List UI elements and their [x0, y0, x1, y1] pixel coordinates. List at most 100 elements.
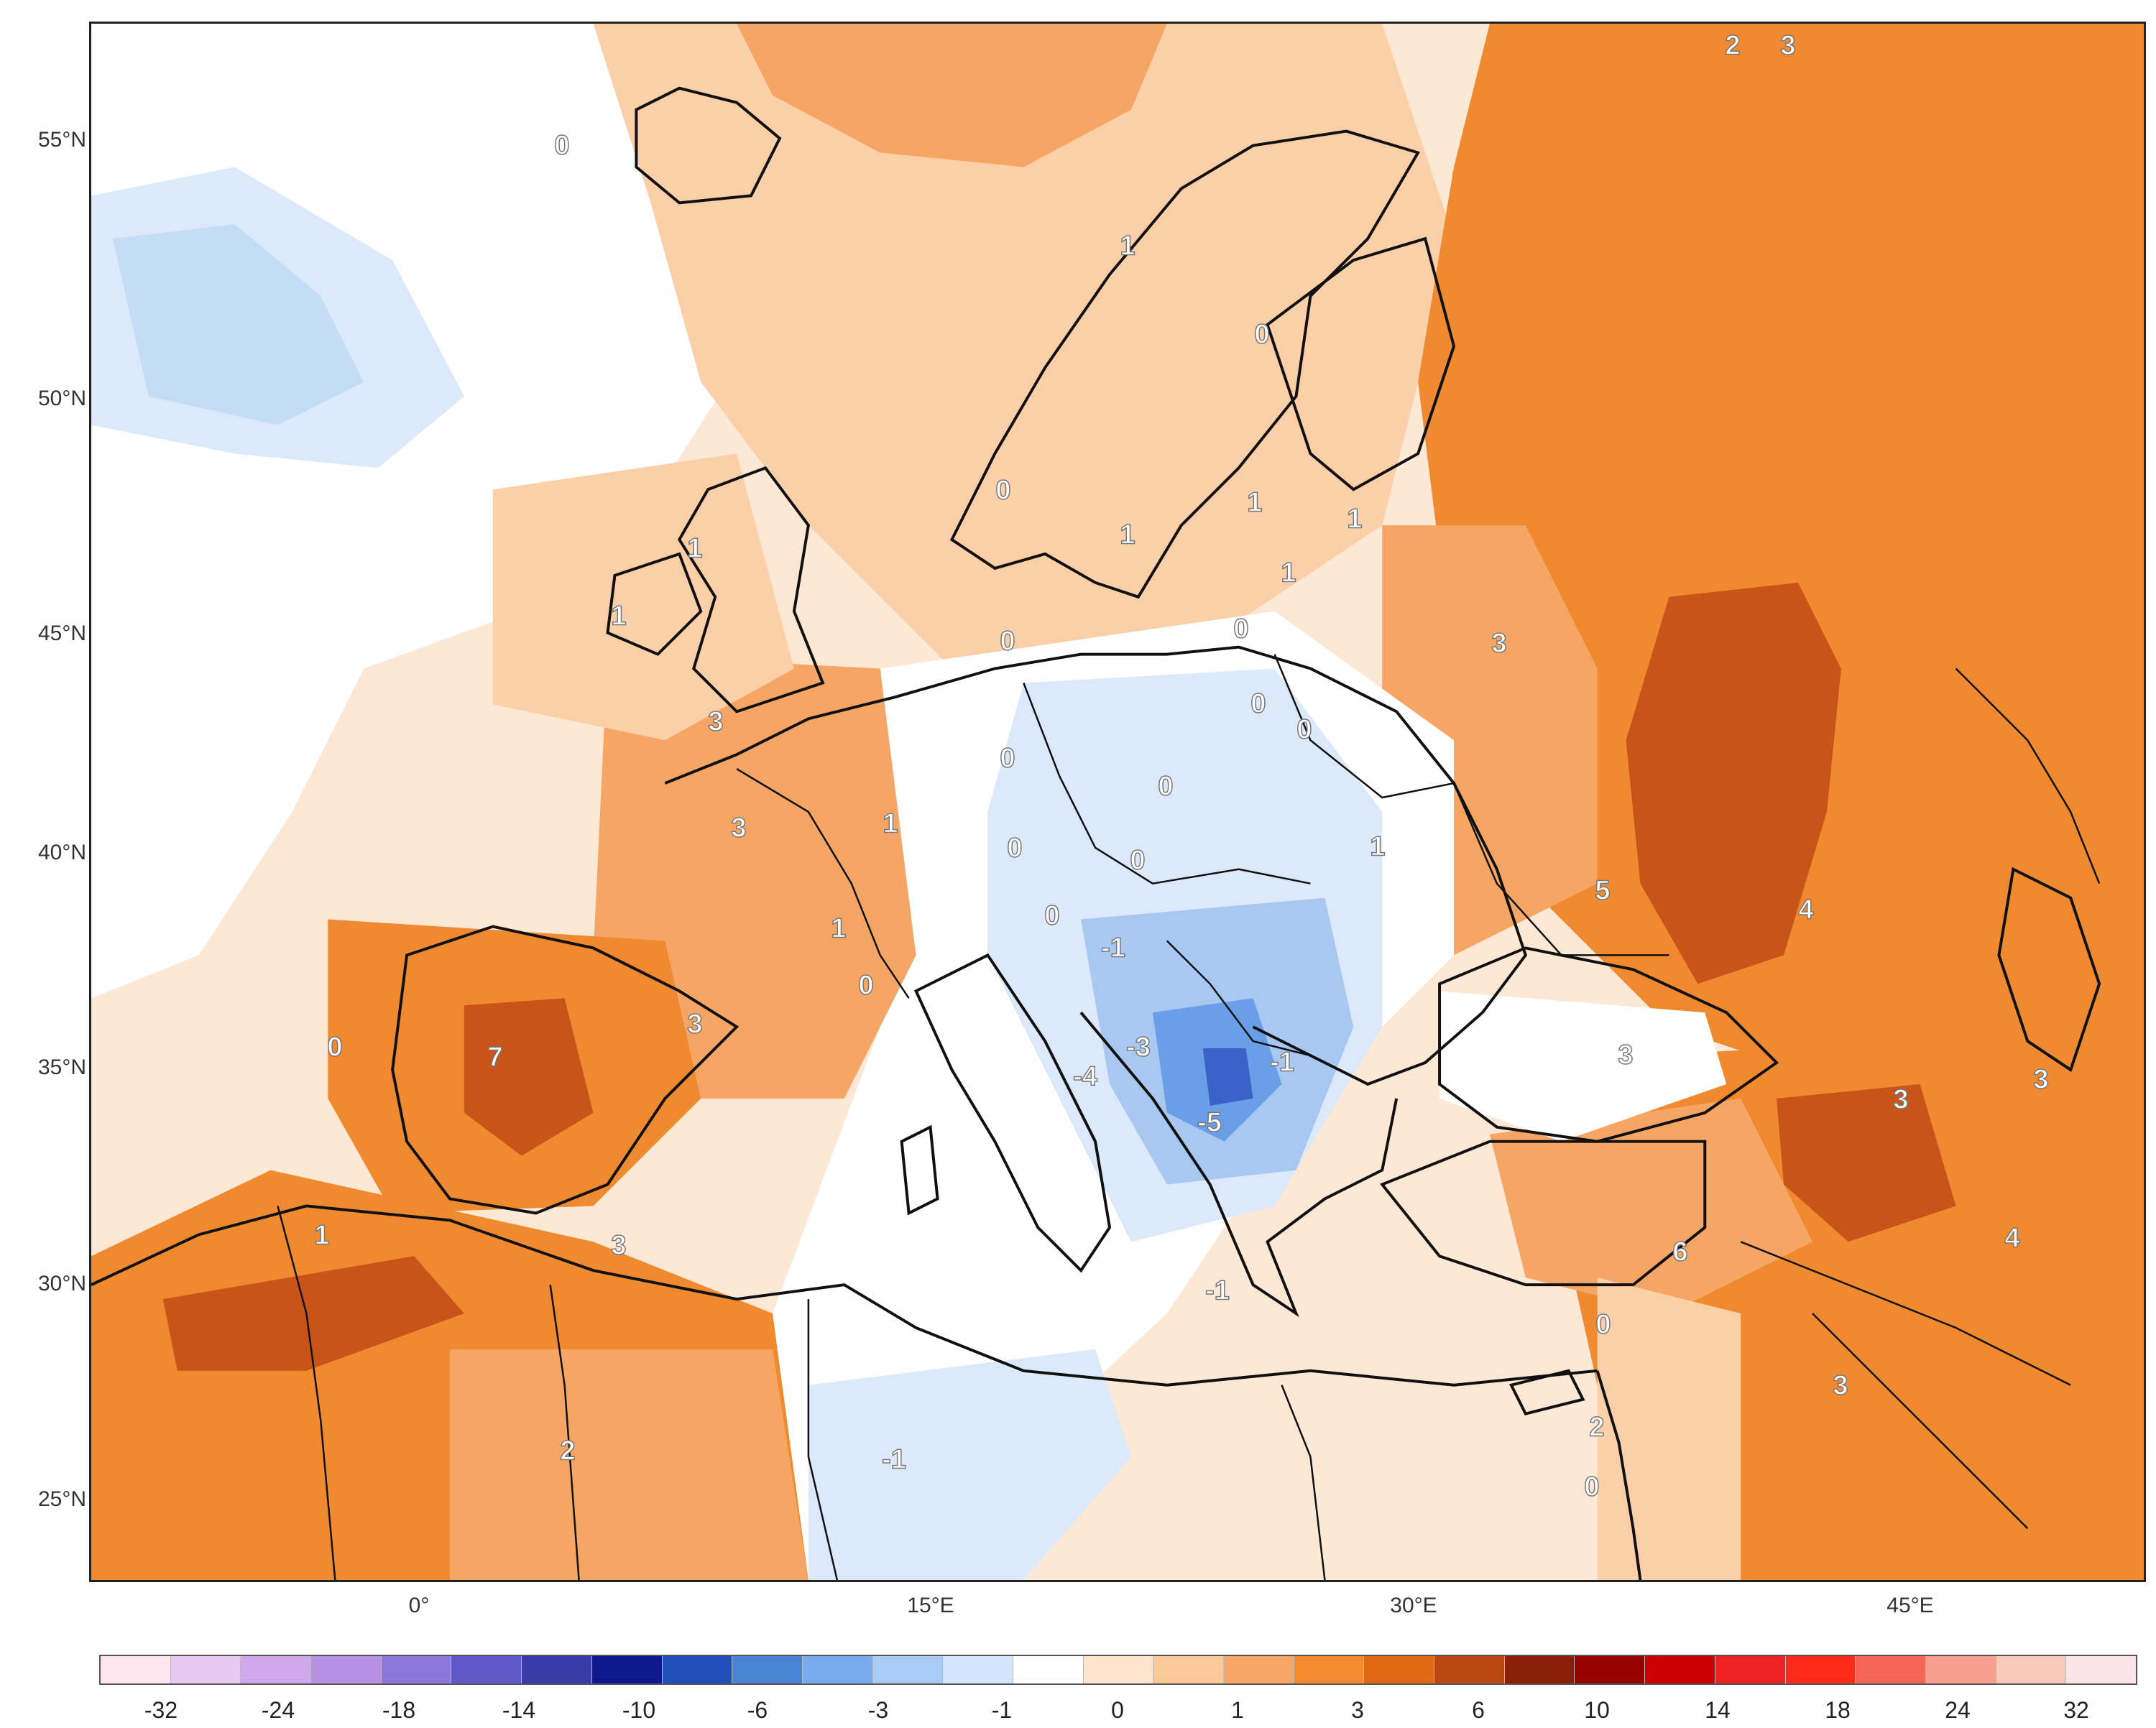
contour-label: 3: [1491, 628, 1508, 660]
sardinia-coast: [900, 1124, 939, 1216]
contour-label: 3: [1893, 1084, 1909, 1116]
lon-label-30e: 30°E: [1390, 1594, 1437, 1617]
border-north-africa-c: [807, 1299, 839, 1580]
colorbar-swatch: [1856, 1656, 1926, 1683]
border-central-east: [1023, 683, 1311, 884]
contour-label: 1: [1247, 487, 1263, 519]
colorbar-tick: 18: [1825, 1697, 1851, 1723]
contour-label: 0: [1000, 626, 1016, 657]
colorbar-swatch: [241, 1656, 312, 1683]
colorbar-swatch: [943, 1656, 1013, 1683]
colorbar-swatch: [451, 1656, 522, 1683]
colorbar-tick: 24: [1945, 1697, 1971, 1723]
colorbar-tick: 1: [1231, 1697, 1244, 1723]
mainland-europe-coast: [664, 645, 1528, 1086]
lat-label-55n: 55°N: [37, 128, 86, 152]
contour-label: 2: [1725, 30, 1741, 62]
black-sea-coast: [1438, 946, 1779, 1143]
border-north-africa-d: [1281, 1385, 1326, 1580]
contour-label: 0: [1254, 319, 1271, 351]
ireland-coast: [606, 552, 703, 656]
contour-label: 0: [1130, 845, 1146, 877]
balkan-dark-blue: [1202, 1048, 1253, 1106]
colorbar-swatch: [591, 1656, 663, 1683]
colorbar-tick: -18: [382, 1697, 416, 1723]
colorbar-tick: -14: [502, 1697, 536, 1723]
border-north-africa-b: [549, 1284, 580, 1580]
contour-label: 2: [560, 1436, 576, 1467]
colorbar-swatch: [1996, 1656, 2067, 1683]
contour-label: 0: [1233, 614, 1250, 645]
border-north-africa-a: [277, 1206, 336, 1580]
colorbar-swatch: [1504, 1656, 1575, 1683]
caucasus-dark-orange: [1777, 1084, 1956, 1242]
coastlines: [91, 86, 2101, 1580]
contour-label: 2: [1589, 1412, 1606, 1443]
contour-label: 1: [1120, 231, 1136, 262]
contour-label: 0: [1007, 833, 1023, 864]
colorbar-swatch: [1224, 1656, 1294, 1683]
colorbar-swatch: [1645, 1656, 1715, 1683]
north-orange-band: [737, 24, 1167, 167]
contour-label: -5: [1197, 1107, 1222, 1139]
scandinavia-coast: [949, 129, 1421, 599]
colorbar-tick: 10: [1584, 1697, 1610, 1723]
anatolia-mid-orange: [1489, 1098, 1812, 1314]
colorbar-tick: -6: [747, 1697, 768, 1723]
colorbar-tick: 14: [1705, 1697, 1731, 1723]
colorbar-tick: 3: [1351, 1697, 1364, 1723]
contour-label: 0: [327, 1032, 344, 1063]
contour-label: -4: [1072, 1061, 1097, 1093]
contour-label: 1: [1347, 504, 1363, 535]
contour-label: 3: [2033, 1064, 2050, 1096]
cyprus-coast: [1508, 1369, 1585, 1415]
country-borders: [277, 654, 2101, 1580]
contour-label: 3: [611, 1230, 627, 1262]
contour-label: 3: [1780, 30, 1797, 62]
atlantic-cool-core: [112, 224, 364, 425]
contour-label: 5: [1595, 875, 1611, 907]
contour-label: 1: [1120, 519, 1136, 551]
colorbar-swatch: [872, 1656, 944, 1683]
colorbar-swatch: [522, 1656, 592, 1683]
contour-label: -1: [1269, 1047, 1294, 1078]
libya-pale-blue: [808, 1349, 1131, 1580]
contour-label: 1: [1370, 831, 1386, 863]
contour-label: 4: [2004, 1223, 2021, 1255]
colorbar-swatch: [1575, 1656, 1646, 1683]
levant-coast: [1595, 1370, 1642, 1580]
contour-label: -1: [1100, 933, 1125, 964]
contour-label: 0: [1044, 900, 1061, 932]
finland-coast: [1266, 236, 1456, 491]
colorbar-tick: 6: [1472, 1697, 1485, 1723]
colorbar-tick: -3: [867, 1697, 889, 1723]
contour-label: -1: [1204, 1275, 1230, 1307]
iceland-coast: [635, 86, 782, 205]
sahara-mid-orange: [449, 1349, 808, 1580]
colorbar-tick: -1: [991, 1697, 1013, 1723]
contour-label: 7: [487, 1042, 504, 1073]
iberia-dark-orange: [464, 998, 594, 1156]
contour-label: -1: [881, 1444, 906, 1476]
contour-label: 3: [731, 813, 747, 844]
north-africa-coast: [91, 1204, 1598, 1387]
colorbar-swatch: [101, 1656, 171, 1683]
italy-coast: [913, 953, 1112, 1273]
colorbar-swatch: [381, 1656, 452, 1683]
contour-label: 0: [554, 130, 571, 162]
lat-label-30n: 30°N: [37, 1272, 86, 1295]
lon-label-0: 0°: [408, 1594, 430, 1617]
contour-label: -3: [1125, 1032, 1151, 1063]
contour-label: 0: [1584, 1471, 1600, 1503]
contour-label: 0: [995, 475, 1012, 507]
border-balkan: [1166, 940, 1311, 1057]
uk-light-orange: [492, 453, 794, 741]
british-isles-coast: [677, 466, 825, 713]
border-west-central: [736, 768, 910, 999]
anomaly-map: [91, 24, 2144, 1580]
colorbar-swatch: [2066, 1656, 2136, 1683]
colorbar-tick: 32: [2063, 1697, 2089, 1723]
colorbar-swatch: [662, 1656, 733, 1683]
north-light-orange: [593, 24, 1455, 669]
border-middle-east-a: [1740, 1241, 2071, 1386]
